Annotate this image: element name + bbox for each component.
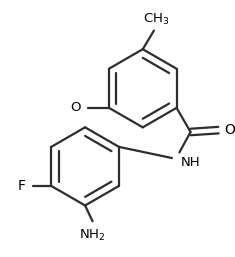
Text: F: F [17, 179, 25, 193]
Text: NH: NH [181, 156, 201, 169]
Text: CH$_3$: CH$_3$ [143, 12, 169, 27]
Text: NH$_2$: NH$_2$ [79, 228, 106, 243]
Text: O: O [224, 123, 235, 137]
Text: O: O [70, 101, 81, 114]
